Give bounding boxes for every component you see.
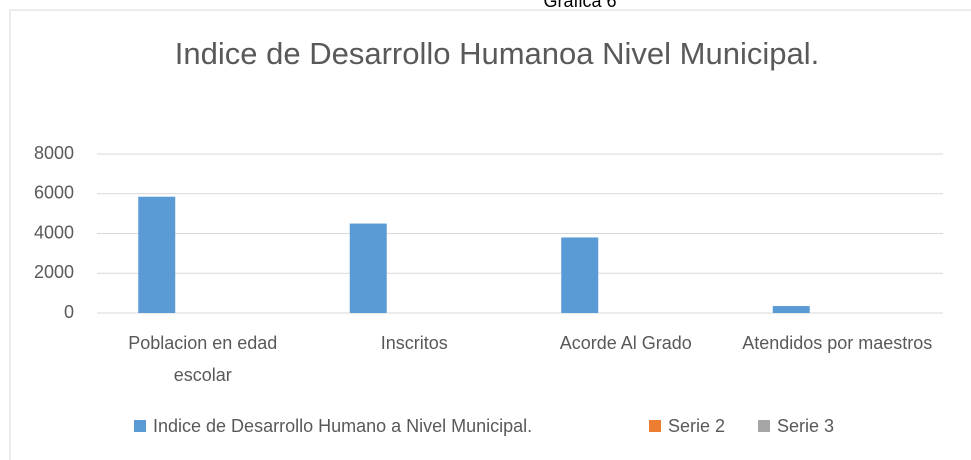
y-tick-label: 0	[64, 302, 74, 322]
y-tick-label: 2000	[34, 262, 74, 282]
x-tick-label: Poblacion en edad escolar	[128, 333, 278, 385]
y-tick-label: 8000	[34, 143, 74, 163]
legend-label: Serie 2	[668, 416, 725, 436]
y-tick-label: 4000	[34, 222, 74, 242]
x-tick-label: Acorde Al Grado	[559, 333, 692, 353]
legend-swatch	[649, 420, 661, 432]
legend-swatch	[134, 420, 146, 432]
x-tick-label: Atendidos por maestros	[742, 333, 933, 353]
legend-label: Serie 3	[777, 416, 834, 436]
caption: Grafica 6	[543, 0, 616, 11]
x-tick-label: Inscritos	[380, 333, 448, 353]
bar	[349, 223, 387, 313]
bar	[138, 196, 176, 313]
bar	[772, 306, 810, 313]
chart-title: Indice de Desarrollo Humanoa Nivel Munic…	[175, 36, 819, 71]
chart-frame	[9, 9, 971, 460]
legend-label: Indice de Desarrollo Humano a Nivel Muni…	[153, 416, 532, 436]
bar	[561, 237, 599, 313]
y-tick-label: 6000	[34, 183, 74, 203]
legend-swatch	[758, 420, 770, 432]
